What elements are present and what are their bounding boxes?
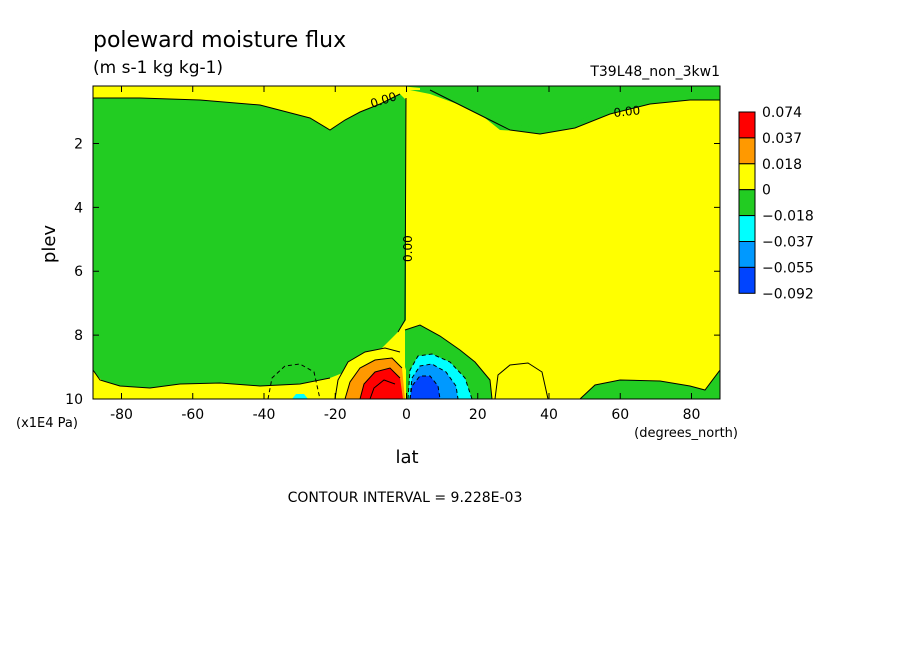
x-axis-ticks: -80 -60 -40 -20 0 20 40 60 80 [110, 86, 700, 423]
colorbar-label: 0 [762, 183, 771, 199]
run-label: T39L48_non_3kw1 [589, 64, 720, 80]
x-tick-label: 0 [402, 407, 411, 423]
x-tick-label: 40 [540, 407, 558, 423]
contour-sh-2 [344, 357, 403, 399]
field-nh-polar-green [580, 370, 720, 399]
colorbar-label: 0.018 [762, 157, 802, 173]
contour-sh-3 [359, 367, 401, 399]
contour-dashed-2 [409, 363, 459, 399]
zero-contour-upper-sh [93, 93, 401, 131]
y-axis-ticks: 2 4 6 8 10 [65, 136, 720, 408]
x-tick-label: -80 [110, 407, 133, 423]
chart-title: poleward moisture flux [93, 28, 346, 53]
field-sh-green [93, 94, 406, 388]
y-tick-label: 8 [74, 328, 83, 344]
colorbar-swatch [738, 215, 756, 243]
contour-label-2: 0.00 [401, 235, 415, 262]
colorbar-label: −0.055 [762, 260, 814, 276]
zero-contour-polar-nh [579, 369, 720, 399]
colorbar-swatch [738, 241, 756, 268]
contour-dashed-1 [407, 353, 473, 399]
colorbar-label: 0.074 [762, 105, 802, 121]
field-sh-small-cyan [292, 394, 308, 399]
field-nh-upper-edge [410, 90, 720, 134]
x-tick-label: -40 [253, 407, 276, 423]
field-sh-max-red [360, 368, 403, 399]
field-nh-min-blue [410, 376, 440, 399]
y-axis-label: plev [39, 225, 60, 264]
colorbar-swatch [738, 111, 756, 139]
colorbar-label: −0.037 [762, 235, 814, 251]
colorbar-label: −0.092 [762, 286, 814, 302]
field-sh-bottom-yellow [93, 372, 240, 399]
colorbar-swatch [738, 137, 756, 165]
contour-sh-4 [369, 379, 396, 399]
x-tick-label: 80 [683, 407, 701, 423]
contour-field: 0.00 0.00 0.00 [93, 86, 720, 399]
colorbar-swatch [738, 163, 756, 191]
field-top-yellow-sh [93, 86, 400, 95]
y-tick-label: 2 [74, 136, 83, 152]
x-tick-label: -20 [324, 407, 347, 423]
x-tick-label: -60 [181, 407, 204, 423]
zero-contour-upper-nh [429, 89, 720, 135]
x-tick-label: 60 [611, 407, 629, 423]
colorbar-swatch [738, 266, 756, 294]
colorbar-label: −0.018 [762, 209, 814, 225]
x-axis-label: lat [395, 447, 418, 468]
y-axis-units: (x1E4 Pa) [16, 416, 78, 431]
y-tick-label: 10 [65, 392, 83, 408]
contour-dashed-sh [267, 363, 321, 399]
zero-contour-lower-sh [93, 369, 331, 389]
x-axis-units: (degrees_north) [634, 426, 738, 441]
colorbar: 0.074 0.037 0.018 0 −0.018 −0.037 −0.055 −0.092 [738, 105, 814, 302]
colorbar-label: 0.037 [762, 131, 802, 147]
contour-dashed-3 [409, 375, 441, 399]
contour-label-3: 0.00 [613, 103, 641, 120]
x-tick-label: 20 [469, 407, 487, 423]
contour-interval: CONTOUR INTERVAL = 9.228E-03 [288, 490, 523, 506]
zero-contour-equator [397, 97, 407, 333]
contour-sh-1 [334, 347, 401, 399]
contour-nh-weak [494, 362, 549, 399]
zero-contour-lower-nh [404, 324, 493, 399]
y-tick-label: 6 [74, 264, 83, 280]
colorbar-swatch [738, 189, 756, 217]
chart-subtitle: (m s-1 kg kg-1) [93, 58, 223, 78]
y-tick-label: 4 [74, 200, 83, 216]
